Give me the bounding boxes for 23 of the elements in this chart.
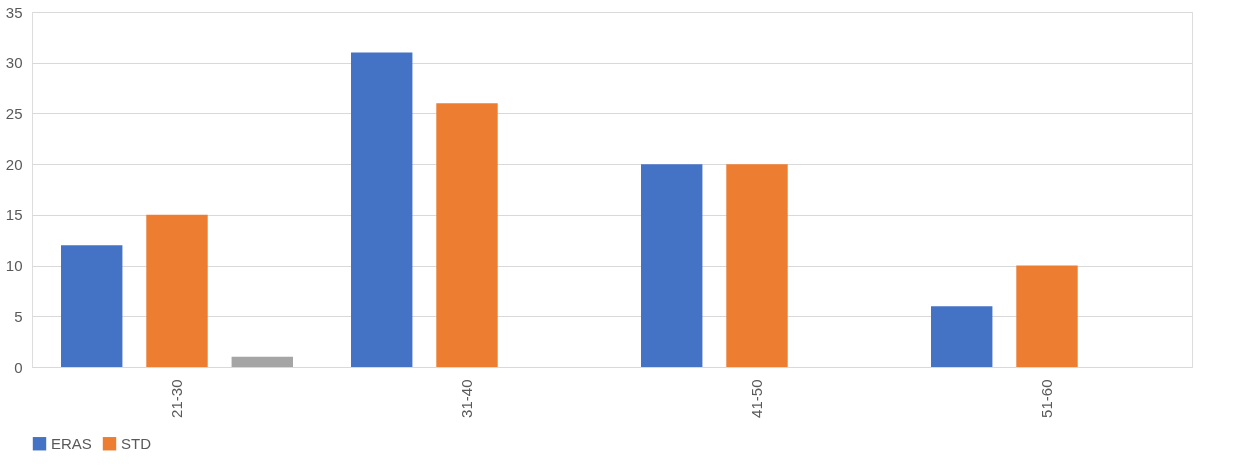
x-tick-label: 21-30: [168, 379, 185, 418]
y-tick-label: 20: [5, 155, 23, 173]
bar: [1016, 265, 1078, 367]
y-tick-label: 15: [5, 206, 23, 224]
y-tick-label: 0: [14, 358, 23, 376]
bar: [931, 306, 993, 367]
bar: [641, 164, 703, 367]
bar: [231, 356, 293, 367]
bar: [61, 245, 123, 367]
x-tick-label: 41-50: [748, 379, 765, 418]
x-tick-label: 31-40: [458, 379, 475, 418]
legend-label: STD: [121, 434, 152, 452]
y-tick-label: 5: [14, 307, 23, 325]
legend-label: ERAS: [51, 434, 92, 452]
y-tick-label: 30: [5, 54, 23, 72]
bar: [726, 164, 788, 367]
bar: [351, 52, 413, 367]
bar: [436, 103, 498, 367]
y-tick-label: 25: [5, 104, 23, 122]
x-tick-label: 51-60: [1038, 379, 1055, 418]
y-tick-label: 10: [5, 257, 23, 275]
y-tick-label: 35: [5, 3, 23, 21]
bar: [146, 214, 208, 367]
